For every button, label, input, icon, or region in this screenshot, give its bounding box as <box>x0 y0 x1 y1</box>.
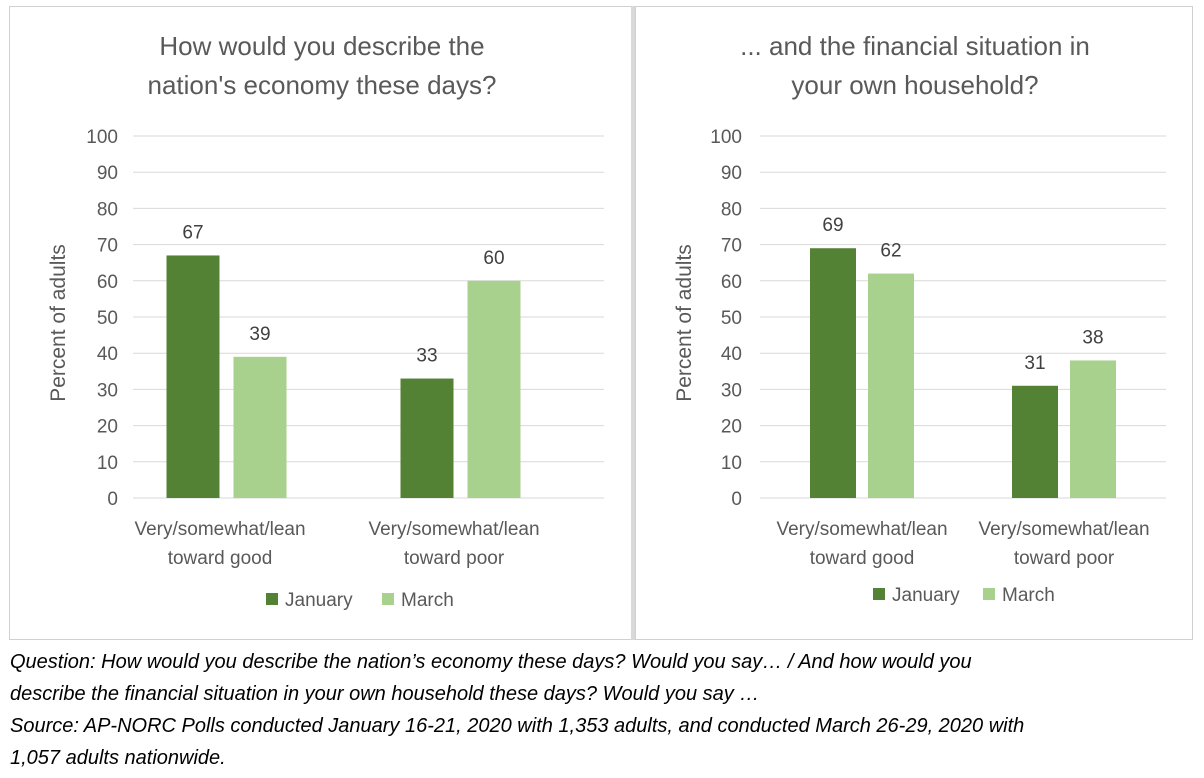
category-label-line: Very/somewhat/lean <box>368 519 539 540</box>
category-label-line: Very/somewhat/lean <box>978 519 1149 540</box>
category-label-line: toward poor <box>1014 548 1115 569</box>
y-tick-label: 70 <box>721 236 742 257</box>
legend-swatch-january <box>873 588 885 600</box>
bar-chart-economy: How would you describe the nation's econo… <box>47 31 604 611</box>
data-label: 69 <box>822 215 843 236</box>
data-label: 31 <box>1024 353 1045 374</box>
data-label: 62 <box>880 241 901 262</box>
source-note-line-1: Source: AP-NORC Polls conducted January … <box>10 715 1025 737</box>
y-tick-label: 10 <box>721 453 742 474</box>
chart-title-line: ... and the financial situation in <box>740 31 1090 61</box>
y-tick-label: 90 <box>97 163 118 184</box>
category-label-line: toward poor <box>404 548 505 569</box>
data-label: 39 <box>249 324 270 345</box>
question-note-line-1: Question: How would you describe the nat… <box>10 651 972 673</box>
chart-panel-household: ... and the financial situation in your o… <box>635 6 1193 640</box>
y-tick-label: 60 <box>721 272 742 293</box>
y-tick-label: 80 <box>97 199 118 220</box>
y-tick-label: 0 <box>107 489 118 510</box>
y-axis-label: Percent of adults <box>673 244 696 402</box>
y-tick-label: 40 <box>721 344 742 365</box>
data-label: 33 <box>416 346 437 367</box>
y-tick-label: 30 <box>97 380 118 401</box>
y-tick-label: 50 <box>721 308 742 329</box>
y-tick-label: 100 <box>710 127 742 148</box>
y-tick-label: 100 <box>86 127 118 148</box>
bar-march <box>868 273 914 498</box>
chart-title-line: your own household? <box>791 70 1038 100</box>
legend-label: January <box>892 585 960 606</box>
question-note-line-2: describe the financial situation in your… <box>10 683 760 705</box>
bar-march <box>233 356 287 498</box>
bar-january <box>166 255 220 498</box>
footnote: Question: How would you describe the nat… <box>10 646 1195 774</box>
bar-march <box>467 280 521 498</box>
y-tick-label: 60 <box>97 272 118 293</box>
bar-january <box>810 248 856 498</box>
data-label: 67 <box>182 222 203 243</box>
chart-panel-economy: How would you describe the nation's econo… <box>9 6 633 640</box>
y-tick-label: 20 <box>721 417 742 438</box>
category-label-line: toward good <box>810 548 915 569</box>
legend-swatch-march <box>983 588 995 600</box>
data-label: 60 <box>483 248 504 269</box>
y-tick-label: 70 <box>97 236 118 257</box>
y-tick-label: 90 <box>721 163 742 184</box>
legend-swatch-january <box>266 593 278 605</box>
y-tick-label: 80 <box>721 199 742 220</box>
legend-label: March <box>1002 585 1055 606</box>
y-axis-label: Percent of adults <box>47 244 70 402</box>
category-label-line: Very/somewhat/lean <box>134 519 305 540</box>
category-label-line: toward good <box>168 548 273 569</box>
bar-chart-household: ... and the financial situation in your o… <box>673 31 1166 606</box>
legend-label: March <box>401 590 454 611</box>
source-note-line-2: 1,057 adults nationwide. <box>10 747 226 769</box>
y-tick-label: 40 <box>97 344 118 365</box>
bar-march <box>1070 360 1116 498</box>
bar-january <box>1012 385 1058 498</box>
panel-divider <box>631 6 635 640</box>
y-tick-label: 50 <box>97 308 118 329</box>
chart-title-line: nation's economy these days? <box>148 70 497 100</box>
data-label: 38 <box>1082 327 1103 348</box>
y-tick-label: 0 <box>731 489 742 510</box>
y-tick-label: 30 <box>721 380 742 401</box>
chart-title-line: How would you describe the <box>159 31 484 61</box>
y-tick-label: 10 <box>97 453 118 474</box>
category-label-line: Very/somewhat/lean <box>776 519 947 540</box>
bar-january <box>400 378 454 498</box>
y-tick-label: 20 <box>97 417 118 438</box>
legend-swatch-march <box>382 593 394 605</box>
legend-label: January <box>285 590 353 611</box>
